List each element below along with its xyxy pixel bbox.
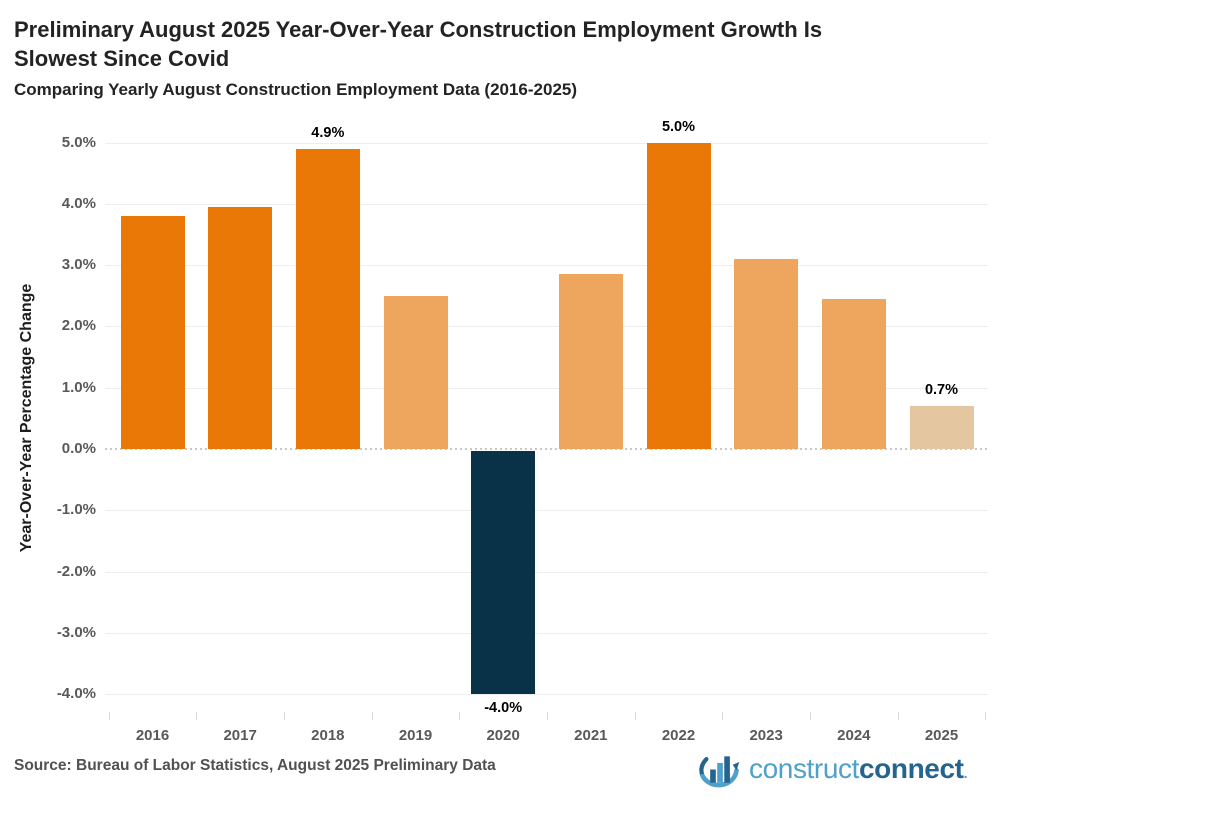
gridline-3	[105, 265, 988, 267]
bar-2020	[471, 450, 536, 695]
bar-value-label-2018: 4.9%	[311, 124, 345, 141]
y-axis-ticks: 5.0% 4.0% 3.0% 2.0% 1.0% 0.0% -1.0% -2.0% -3.0% -…	[0, 130, 96, 730]
plot-area: 2016 2017 2018 4.9% 2019 2020 -4.0% 2021 2022 5.0…	[105, 119, 988, 744]
y-tick-label--3.0%: -3.0%	[56, 623, 96, 641]
y-tick-label-3.0%: 3.0%	[61, 256, 96, 274]
logo-construct-text: construct	[749, 753, 859, 784]
bar-value-label-2025: 0.7%	[924, 382, 959, 399]
gridline--3	[105, 632, 988, 634]
x-axis-boundary-tick	[634, 712, 636, 720]
source-text: Source: Bureau of Labor Statistics, Augu…	[14, 757, 496, 774]
x-axis-boundary-tick	[371, 712, 373, 720]
x-axis-boundary-tick	[108, 712, 110, 720]
x-tick-label-2020: 2020	[486, 727, 520, 744]
bar-2024	[821, 298, 886, 449]
x-tick-label-2024: 2024	[837, 727, 871, 744]
y-tick-label--2.0%: -2.0%	[56, 562, 96, 580]
x-tick-label-2023: 2023	[749, 727, 783, 744]
page-title-line-2: Slowest Since Covid	[14, 46, 230, 71]
y-tick-label--1.0%: -1.0%	[56, 501, 96, 519]
y-tick-label-4.0%: 4.0%	[61, 194, 96, 212]
bar-value-label-2020: -4.0%	[484, 700, 523, 717]
bar-2016	[120, 216, 185, 449]
y-tick-label-0.0%: 0.0%	[61, 440, 96, 457]
bar-value-label-2022: 5.0%	[661, 118, 696, 135]
y-tick-label-2.0%: 2.0%	[61, 317, 96, 335]
bar-2017	[208, 206, 273, 449]
logo-connect-text: connect	[859, 753, 964, 784]
y-tick-label-5.0%: 5.0%	[61, 133, 96, 151]
page-title: Preliminary August 2025 Year-Over-Year C…	[14, 15, 822, 73]
bar-2021	[558, 274, 623, 449]
gridline-2	[105, 326, 988, 328]
x-tick-label-2018: 2018	[311, 727, 345, 744]
page-title-line-1: Preliminary August 2025 Year-Over-Year C…	[14, 17, 823, 42]
bar-2022	[646, 142, 711, 449]
bar-chart-swoosh-icon	[697, 746, 744, 793]
constructconnect-logo: constructconnect.	[697, 744, 967, 794]
bar-2019	[383, 295, 448, 449]
zero-baseline	[105, 448, 988, 450]
gridline--4	[105, 694, 988, 696]
gridline-4	[105, 203, 988, 205]
x-tick-label-2017: 2017	[223, 727, 257, 744]
y-tick-label-1.0%: 1.0%	[61, 378, 96, 396]
x-axis-boundary-tick	[196, 712, 198, 720]
y-tick-label--4.0%: -4.0%	[56, 685, 96, 703]
gridline--2	[105, 571, 988, 573]
gridline-1	[105, 387, 988, 389]
bar-2025	[909, 406, 974, 449]
gridline-5	[105, 142, 988, 144]
x-tick-label-2016: 2016	[135, 727, 170, 744]
bar-2023	[734, 258, 799, 449]
chart-subtitle: Comparing Yearly August Construction Emp…	[14, 80, 578, 99]
x-axis-boundary-tick	[897, 712, 899, 720]
logo-registered-mark: .	[963, 765, 968, 781]
x-tick-label-2021: 2021	[574, 727, 608, 744]
logo-wordmark: constructconnect.	[749, 753, 967, 785]
bar-2018	[295, 148, 360, 449]
x-axis-boundary-tick	[722, 712, 724, 720]
x-axis-boundary-tick	[985, 712, 987, 720]
x-axis-boundary-tick	[810, 712, 811, 720]
x-tick-label-2019: 2019	[398, 727, 433, 744]
x-tick-label-2025: 2025	[924, 727, 959, 744]
x-axis-boundary-tick	[459, 712, 461, 720]
x-axis-boundary-tick	[284, 712, 285, 720]
x-tick-label-2022: 2022	[661, 727, 696, 744]
gridline--1	[105, 510, 988, 512]
x-axis-boundary-tick	[547, 712, 548, 720]
